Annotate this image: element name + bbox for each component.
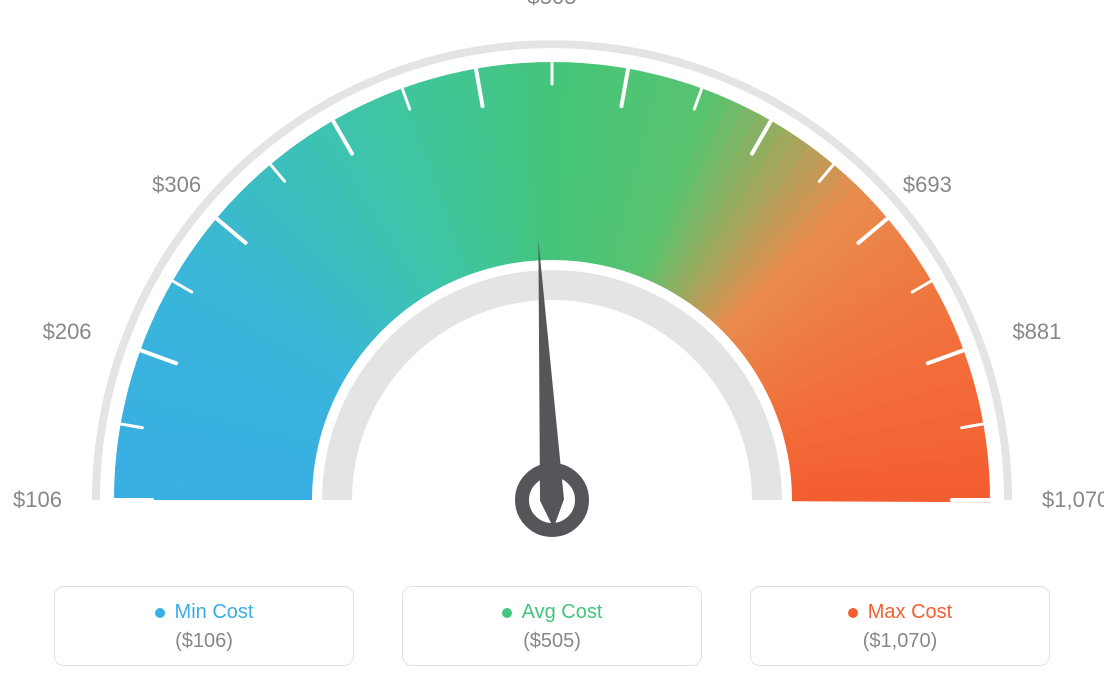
legend-row: Min Cost ($106) Avg Cost ($505) Max Cost… <box>0 586 1104 666</box>
legend-dot-avg <box>502 608 512 618</box>
legend-value-min: ($106) <box>55 630 353 653</box>
gauge-tick-label: $505 <box>528 0 577 10</box>
legend-card-avg: Avg Cost ($505) <box>402 586 702 666</box>
legend-dot-min <box>155 608 165 618</box>
gauge-svg <box>0 0 1104 560</box>
gauge-chart: $106 $206 $306 $505 $693 $881 $1,070 <box>0 0 1104 560</box>
gauge-tick-label: $1,070 <box>1042 487 1104 513</box>
legend-dot-max <box>848 608 858 618</box>
legend-card-min: Min Cost ($106) <box>54 586 354 666</box>
legend-label-avg: Avg Cost <box>522 601 603 624</box>
gauge-tick-label: $206 <box>43 319 92 345</box>
legend-value-max: ($1,070) <box>751 630 1049 653</box>
gauge-tick-label: $106 <box>13 487 62 513</box>
gauge-tick-label: $306 <box>152 172 201 198</box>
gauge-tick-label: $693 <box>903 172 952 198</box>
legend-value-avg: ($505) <box>403 630 701 653</box>
legend-label-min: Min Cost <box>175 601 254 624</box>
gauge-tick-label: $881 <box>1012 319 1061 345</box>
legend-card-max: Max Cost ($1,070) <box>750 586 1050 666</box>
legend-label-max: Max Cost <box>868 601 952 624</box>
